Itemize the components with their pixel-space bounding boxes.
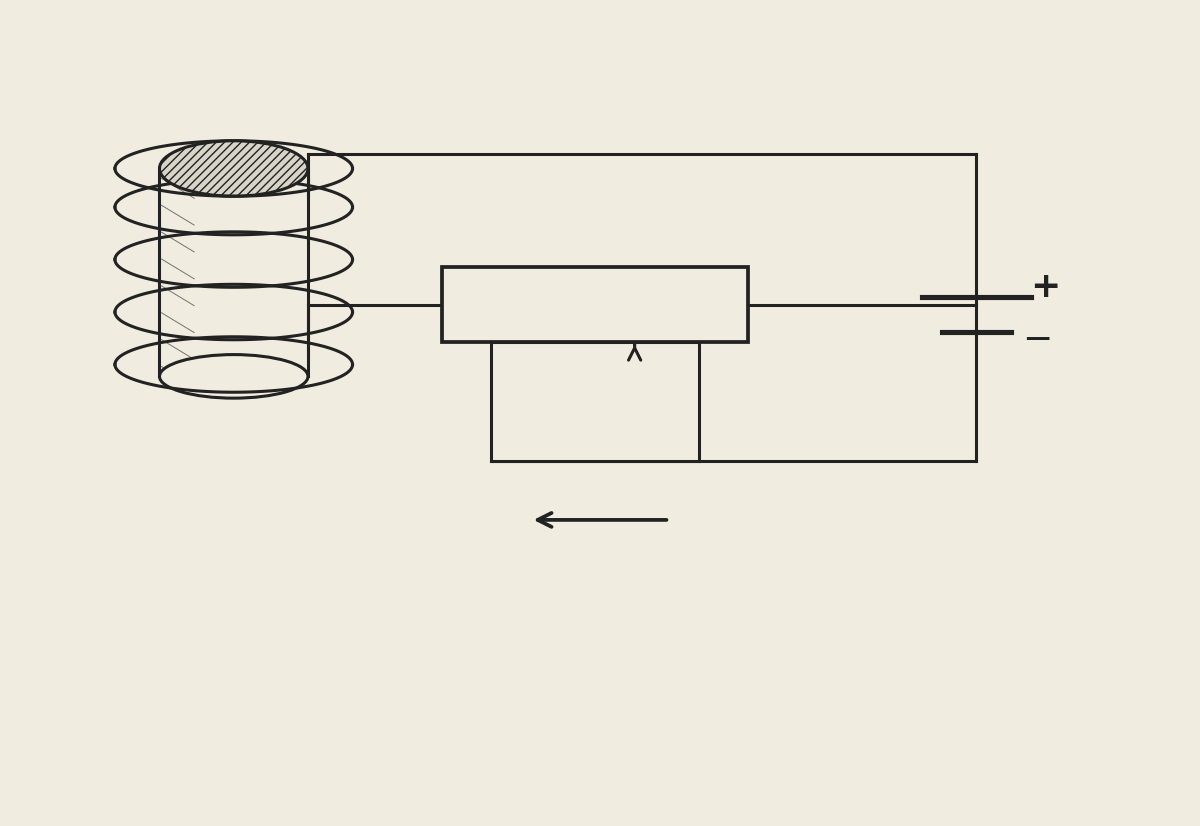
Text: −: −: [1022, 323, 1052, 357]
Text: +: +: [1031, 270, 1061, 304]
Ellipse shape: [160, 354, 308, 398]
Ellipse shape: [160, 140, 308, 197]
Bar: [491, 342, 698, 461]
Bar: [442, 268, 749, 342]
